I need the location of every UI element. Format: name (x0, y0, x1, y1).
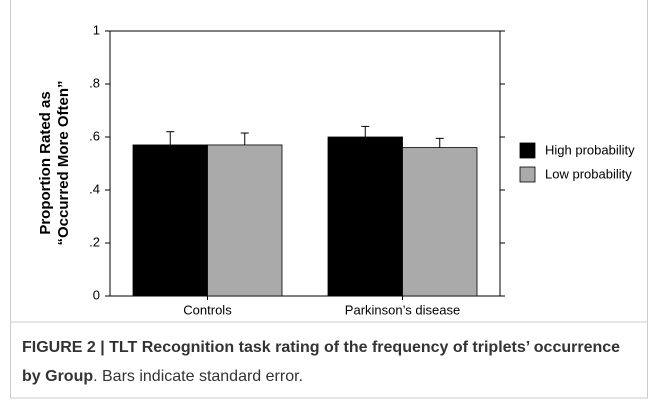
y-axis-label: Proportion Rated as (37, 91, 54, 234)
bar (207, 144, 283, 297)
legend-label: Low probability (545, 166, 632, 181)
y-tick-label: .2 (89, 234, 100, 249)
bar (402, 147, 478, 297)
caption-text: . Bars indicate standard error. (93, 368, 303, 385)
y-tick-label: 1 (93, 22, 100, 37)
caption-title: FIGURE 2 | TLT Recognition task rating o… (22, 339, 621, 385)
bar (327, 136, 403, 297)
legend-label: High probability (545, 142, 635, 157)
plot-frame (109, 30, 501, 297)
y-tick-label: .8 (89, 75, 100, 90)
y-axis-label: “Occurred More Often” (55, 80, 72, 245)
x-tick-label: Controls (183, 302, 232, 317)
legend-swatch (519, 142, 536, 159)
x-tick-label: Parkinson’s disease (345, 302, 460, 317)
y-tick-label: .6 (89, 128, 100, 143)
caption: FIGURE 2 | TLT Recognition task rating o… (22, 333, 642, 391)
y-tick-label: 0 (93, 287, 100, 302)
caption-frame (10, 321, 648, 399)
y-tick-label: .4 (89, 181, 100, 196)
legend-swatch (519, 166, 536, 183)
bar (132, 144, 208, 297)
